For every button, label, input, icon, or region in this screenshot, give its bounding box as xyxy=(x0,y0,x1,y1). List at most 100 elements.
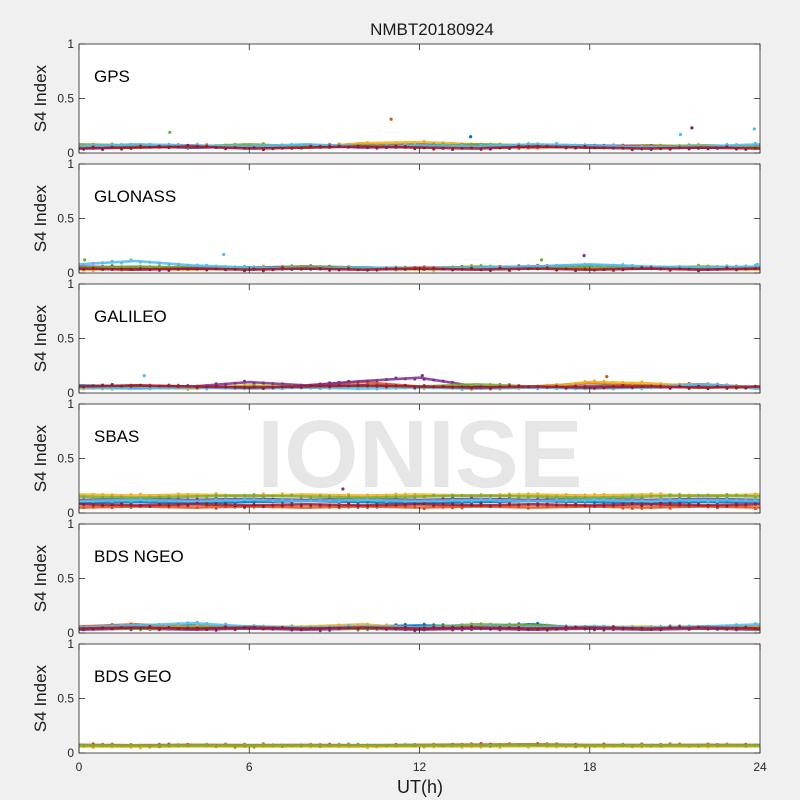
data-point xyxy=(564,492,568,496)
data-point xyxy=(186,492,190,496)
data-point xyxy=(318,744,322,748)
panel-label: GPS xyxy=(94,67,130,86)
data-point xyxy=(659,384,663,388)
data-point xyxy=(157,499,161,503)
watermark: IONISE xyxy=(257,401,582,508)
data-point xyxy=(451,148,455,151)
data-point xyxy=(753,502,757,506)
data-point xyxy=(403,496,407,500)
data-point xyxy=(82,506,86,510)
data-point xyxy=(593,504,596,508)
data-point xyxy=(290,385,294,389)
data-point xyxy=(328,385,332,389)
data-point xyxy=(403,503,407,507)
data-point xyxy=(422,499,426,503)
data-point xyxy=(706,627,710,631)
data-point xyxy=(564,263,568,267)
data-point xyxy=(545,623,549,627)
data-point xyxy=(366,626,369,630)
data-point xyxy=(195,263,199,267)
data-point xyxy=(176,145,180,149)
outlier-point xyxy=(690,126,694,130)
data-point xyxy=(243,744,246,748)
y-axis-label: S4 Index xyxy=(31,64,50,132)
data-point xyxy=(583,262,587,266)
data-point xyxy=(299,495,303,499)
data-point xyxy=(593,264,596,268)
data-point xyxy=(545,742,549,746)
data-point xyxy=(356,504,360,508)
data-point xyxy=(195,626,199,630)
data-point xyxy=(299,744,303,748)
data-point xyxy=(422,384,426,388)
data-point xyxy=(715,267,719,271)
data-point xyxy=(176,743,180,747)
x-axis-label: UT(h) xyxy=(397,777,443,797)
data-point xyxy=(120,495,124,499)
data-point xyxy=(498,385,502,389)
data-point xyxy=(611,625,615,629)
data-point xyxy=(715,495,719,499)
data-point xyxy=(470,266,473,270)
data-point xyxy=(526,506,530,510)
data-point xyxy=(82,503,86,507)
data-point xyxy=(734,386,738,389)
data-point xyxy=(299,503,303,507)
data-point xyxy=(659,382,663,385)
data-point xyxy=(110,265,114,269)
y-tick-label: 0 xyxy=(67,506,74,520)
data-point xyxy=(555,268,559,272)
data-point xyxy=(574,269,578,273)
data-point xyxy=(243,264,246,268)
data-point xyxy=(640,743,644,747)
data-point xyxy=(337,626,341,630)
data-point xyxy=(574,263,578,267)
data-point xyxy=(110,383,114,386)
y-axis-label: S4 Index xyxy=(31,544,50,612)
data-point xyxy=(328,268,332,272)
data-point xyxy=(318,503,322,507)
data-point xyxy=(630,507,634,510)
data-point xyxy=(630,267,634,270)
data-point xyxy=(403,500,407,503)
data-point xyxy=(460,146,464,150)
data-point xyxy=(224,147,228,151)
data-point xyxy=(451,625,455,629)
data-point xyxy=(261,504,265,508)
data-point xyxy=(375,387,379,391)
data-point xyxy=(214,502,218,506)
data-point xyxy=(82,499,86,503)
data-point xyxy=(422,744,426,748)
data-point xyxy=(621,384,625,388)
panels: 0 0.5 1 S4 Index GPS 0 0.5 1 S4 Index GLONASS 0 0.5… xyxy=(31,37,767,774)
data-point xyxy=(252,500,256,504)
data-point xyxy=(318,627,322,631)
data-point xyxy=(224,742,228,746)
data-point xyxy=(526,267,530,271)
data-point xyxy=(91,505,95,509)
x-tick-label: 24 xyxy=(753,760,767,774)
data-point xyxy=(186,499,190,503)
data-point xyxy=(460,388,464,391)
data-point xyxy=(697,503,700,506)
data-point xyxy=(621,380,625,384)
outlier-point xyxy=(389,117,393,121)
data-point xyxy=(157,264,161,268)
data-point xyxy=(110,145,114,149)
data-point xyxy=(697,625,700,629)
data-point xyxy=(205,144,209,148)
data-point xyxy=(328,744,332,748)
data-point xyxy=(233,627,237,631)
data-point xyxy=(186,626,190,630)
data-point xyxy=(261,498,265,502)
data-point xyxy=(233,499,237,503)
data-point xyxy=(243,385,246,389)
data-point xyxy=(195,144,199,148)
data-point xyxy=(422,377,426,381)
data-point xyxy=(280,745,284,749)
data-point xyxy=(659,505,663,509)
data-point xyxy=(564,267,568,271)
y-tick-label: 1 xyxy=(67,517,74,531)
data-point xyxy=(328,498,332,502)
data-point xyxy=(507,493,511,497)
